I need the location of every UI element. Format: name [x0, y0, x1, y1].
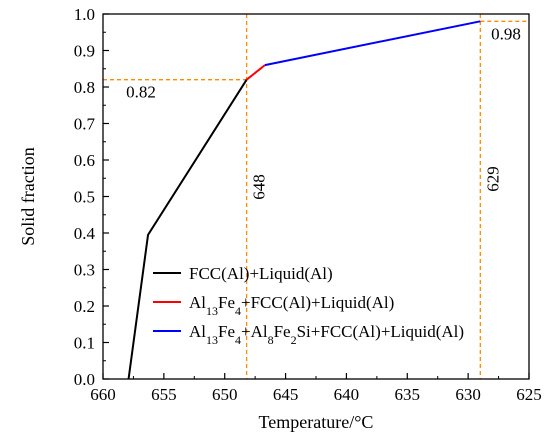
- x-tick-label: 635: [395, 385, 421, 404]
- y-axis-title: Solid fraction: [18, 147, 38, 245]
- x-tick-label: 650: [212, 385, 238, 404]
- annotations: 648 629 0.82 0.98: [126, 24, 521, 199]
- y-tick-label: 0.3: [74, 261, 95, 280]
- y-tick-label: 0.4: [74, 224, 96, 243]
- series-line: [264, 20, 481, 67]
- series-lines: [127, 20, 481, 380]
- x-tick-label: 625: [516, 385, 542, 404]
- vertical-reference-label: 629: [483, 166, 502, 192]
- y-tick-label: 0.2: [74, 297, 95, 316]
- y-tick-label: 0.7: [74, 115, 96, 134]
- horizontal-reference-label: 0.82: [126, 83, 156, 102]
- y-tick-label: 0.9: [74, 42, 95, 61]
- x-tick-label: 630: [455, 385, 481, 404]
- legend-label: FCC(Al)+Liquid(Al): [189, 264, 333, 283]
- y-tick-label: 0.6: [74, 151, 95, 170]
- series-line: [127, 79, 248, 380]
- x-tick-label: 660: [90, 385, 116, 404]
- series-line: [245, 64, 266, 81]
- vertical-reference-label: 648: [250, 174, 269, 200]
- reference-lines: [103, 14, 529, 379]
- legend: FCC(Al)+Liquid(Al) Al13Fe4+FCC(Al)+Liquid…: [153, 264, 464, 347]
- y-tick-label: 0.5: [74, 188, 95, 207]
- y-tick-label: 1.0: [74, 5, 95, 24]
- horizontal-reference-label: 0.98: [491, 24, 521, 43]
- y-tick-label: 0.0: [74, 370, 95, 389]
- axis-ticks: 660 655 650 645 640 635 630 625 0.0 0.1 0.2 0.3 0.4 0…: [74, 5, 542, 404]
- legend-label: Al13Fe4+Al8Fe2Si+FCC(Al)+Liquid(Al): [189, 322, 464, 347]
- x-tick-label: 640: [334, 385, 360, 404]
- x-tick-label: 655: [151, 385, 177, 404]
- x-axis-title: Temperature/°C: [259, 412, 374, 432]
- x-tick-label: 645: [273, 385, 299, 404]
- legend-label: Al13Fe4+FCC(Al)+Liquid(Al): [189, 293, 394, 318]
- y-tick-label: 0.8: [74, 78, 95, 97]
- y-tick-label: 0.1: [74, 334, 95, 353]
